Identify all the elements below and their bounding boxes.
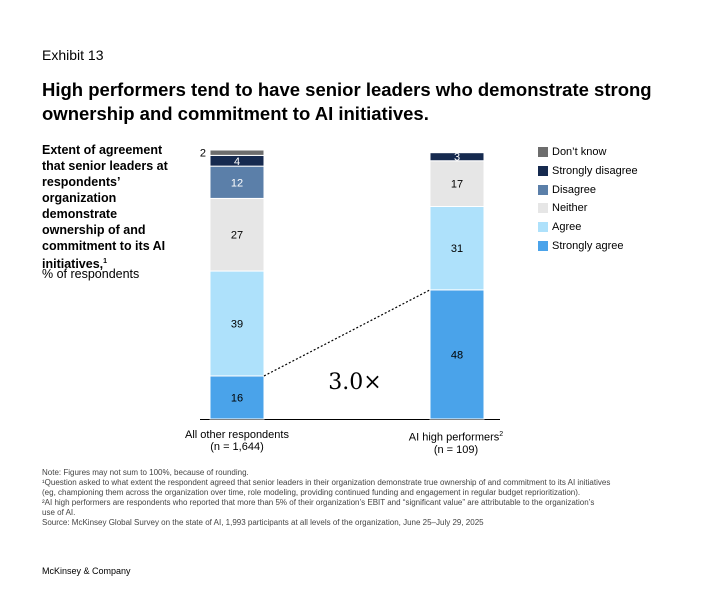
legend-swatch bbox=[538, 222, 548, 233]
subtitle-text: Extent of agreement that senior leaders … bbox=[42, 143, 168, 272]
multiplier-annotation: 3.0× bbox=[328, 370, 381, 395]
note-line: use of AI. bbox=[42, 508, 76, 517]
bar-segment bbox=[429, 205, 485, 291]
bar-segment bbox=[209, 197, 265, 272]
bar-segment bbox=[209, 375, 265, 420]
data-label: 39 bbox=[231, 319, 243, 331]
chart-title: High performers tend to have senior lead… bbox=[42, 79, 652, 124]
category-n: (n = 109) bbox=[433, 443, 479, 456]
data-label: 17 bbox=[451, 179, 463, 191]
connector-line bbox=[263, 289, 431, 377]
footnotes: Note: Figures may not sum to 100%, becau… bbox=[42, 468, 682, 528]
category-label-high-performers: AI high performers2 (n = 109) bbox=[376, 429, 536, 456]
legend-item: Strongly agree bbox=[538, 240, 638, 252]
bar-segment bbox=[429, 160, 485, 207]
legend-swatch bbox=[538, 147, 548, 157]
legend-item: Neither bbox=[538, 202, 638, 214]
data-label: 12 bbox=[231, 177, 243, 189]
unit-label: % of respondents bbox=[42, 267, 140, 281]
category-name: All other respondents bbox=[185, 429, 289, 441]
category-footnote-mark: 2 bbox=[499, 431, 504, 438]
legend-item: Agree bbox=[538, 221, 638, 233]
category-n: (n = 1,644) bbox=[210, 441, 264, 453]
bar-segment bbox=[209, 165, 265, 199]
legend-swatch bbox=[538, 240, 548, 251]
legend-label: Agree bbox=[552, 221, 582, 234]
bar-segment bbox=[429, 152, 485, 162]
bar-segment bbox=[209, 270, 265, 377]
bar-segment bbox=[429, 289, 485, 420]
data-label: 48 bbox=[451, 349, 463, 361]
legend-swatch bbox=[538, 165, 548, 176]
data-label: 27 bbox=[231, 230, 243, 242]
bar-segment bbox=[209, 149, 265, 156]
legend-swatch bbox=[538, 203, 548, 214]
legend: Don’t know Strongly disagree Disagree Neith… bbox=[538, 146, 638, 259]
legend-item: Disagree bbox=[538, 184, 638, 196]
legend-label: Strongly agree bbox=[552, 239, 624, 252]
category-name: AI high performers bbox=[408, 431, 500, 444]
exhibit-label: Exhibit 13 bbox=[42, 47, 104, 63]
legend-swatch bbox=[538, 184, 548, 195]
data-label: 2 bbox=[200, 148, 206, 160]
note-line: ¹Question asked to what extent the respo… bbox=[42, 478, 611, 487]
subtitle-footnote-mark: 1 bbox=[103, 258, 108, 265]
legend-item: Don’t know bbox=[538, 146, 638, 158]
data-label: 4 bbox=[234, 156, 240, 168]
legend-label: Disagree bbox=[552, 183, 597, 196]
data-label: 3 bbox=[454, 152, 460, 164]
legend-label: Neither bbox=[552, 202, 588, 215]
data-label: 31 bbox=[451, 243, 463, 255]
chart-subtitle: Extent of agreement that senior leaders … bbox=[42, 142, 182, 272]
legend-label: Don’t know bbox=[552, 146, 607, 158]
note-line: ²AI high performers are respondents who … bbox=[42, 498, 595, 507]
category-label-all-other: All other respondents (n = 1,644) bbox=[157, 429, 317, 453]
legend-label: Strongly disagree bbox=[552, 164, 638, 177]
data-label: 16 bbox=[231, 392, 243, 404]
brand-name: McKinsey & Company bbox=[42, 566, 131, 576]
note-line: Note: Figures may not sum to 100%, becau… bbox=[42, 468, 249, 477]
legend-item: Strongly disagree bbox=[538, 165, 638, 177]
note-line: Source: McKinsey Global Survey on the st… bbox=[42, 518, 484, 527]
note-line: (eg, championing them across the organiz… bbox=[42, 488, 581, 497]
